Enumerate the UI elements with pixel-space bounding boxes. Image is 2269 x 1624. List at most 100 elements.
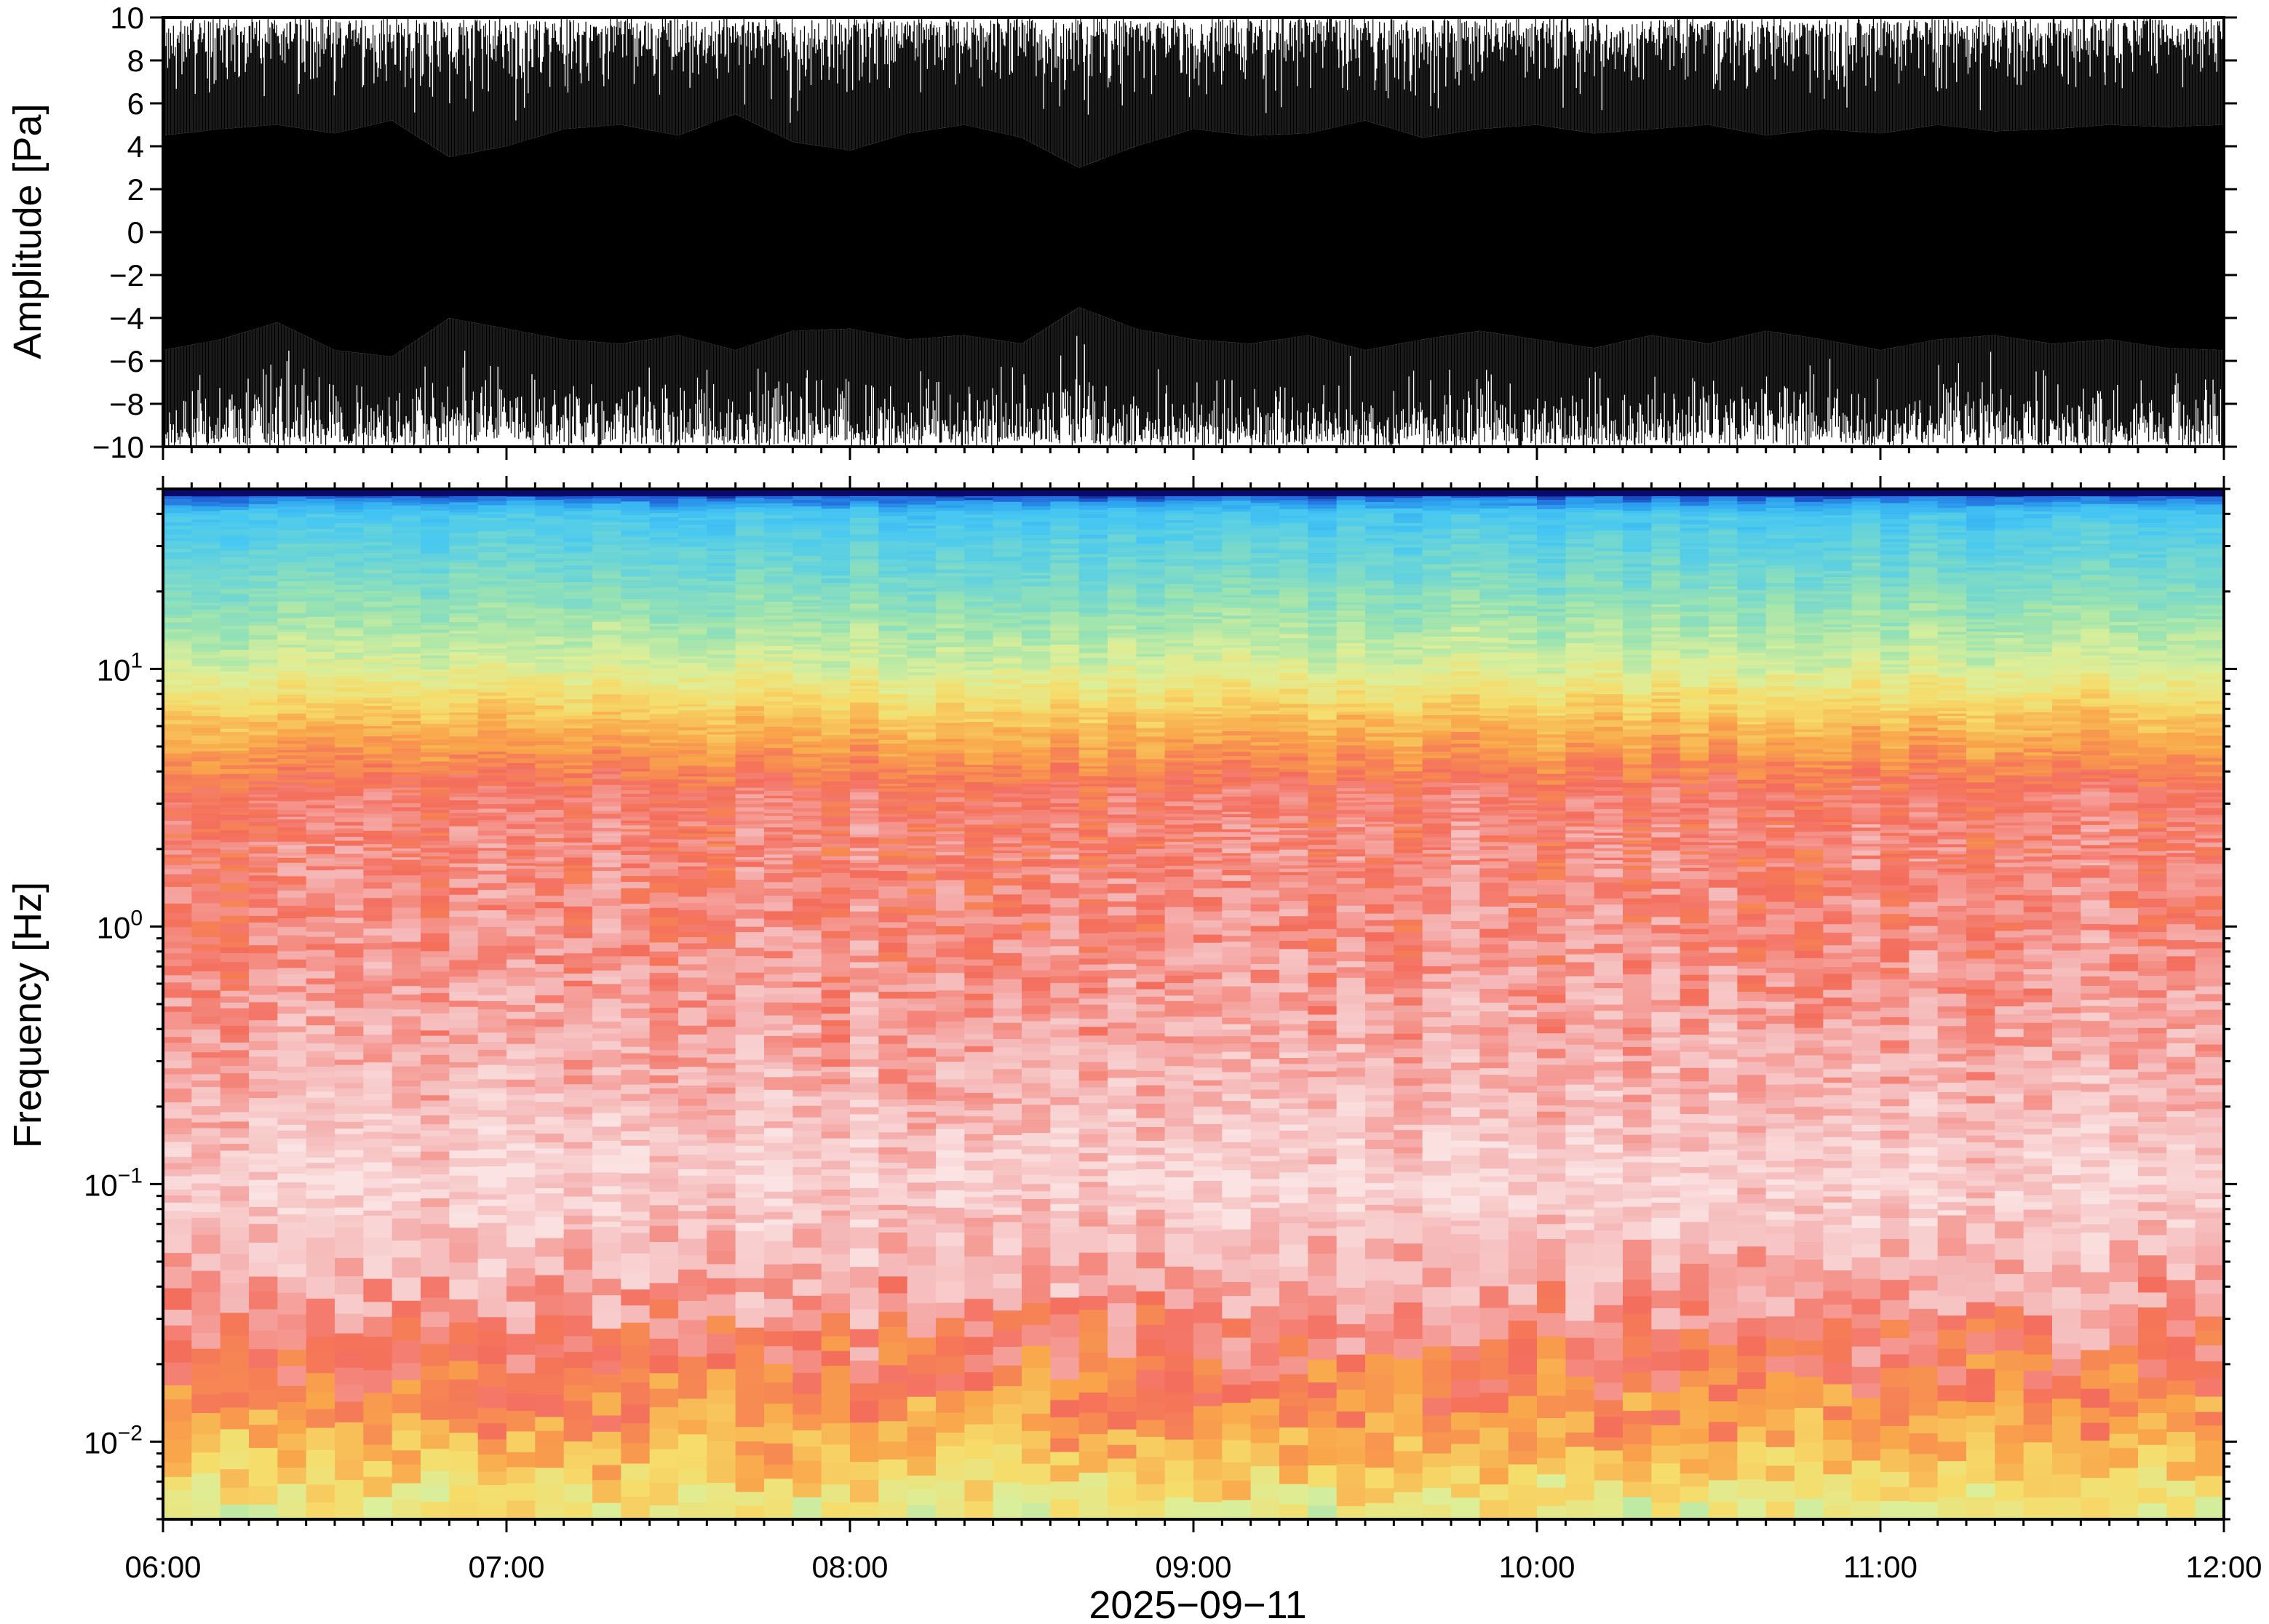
spectrogram-cell <box>392 641 421 645</box>
spectrogram-cell <box>621 566 651 570</box>
spectrogram-cell <box>535 977 565 987</box>
spectrogram-cell <box>277 1249 307 1265</box>
spectrogram-cell <box>335 816 364 822</box>
spectrogram-cell <box>506 653 536 659</box>
spectrogram-cell <box>392 789 421 793</box>
spectrogram-cell <box>764 710 793 715</box>
spectrogram-cell <box>621 846 651 851</box>
spectrogram-cell <box>964 658 994 661</box>
spectrogram-cell <box>477 1134 507 1142</box>
spectrogram-cell <box>878 499 908 503</box>
spectrogram-cell <box>735 1110 765 1120</box>
spectrogram-cell <box>477 546 507 553</box>
spectrogram-cell <box>563 1089 593 1098</box>
spectrogram-cell <box>907 1075 937 1083</box>
spectrogram-cell <box>421 561 450 567</box>
spectrogram-cell <box>821 806 851 810</box>
spectrogram-cell <box>535 666 565 672</box>
spectrogram-cell <box>936 573 965 577</box>
spectrogram-cell <box>907 690 937 696</box>
spectrogram-cell <box>449 719 479 725</box>
spectrogram-cell <box>907 572 937 577</box>
spectrogram-cell <box>306 1115 335 1121</box>
spectrogram-cell <box>421 715 450 720</box>
spectrogram-cell <box>392 748 421 752</box>
spectrogram-cell <box>792 1309 822 1332</box>
spectrogram-cell <box>764 567 793 572</box>
spectrogram-cell <box>563 1163 593 1174</box>
spectrogram-cell <box>563 656 593 661</box>
spectrogram-cell <box>392 600 421 606</box>
spectrogram-cell <box>506 533 536 537</box>
spectrogram-cell <box>535 656 565 659</box>
spectrogram-cell <box>678 942 707 950</box>
spectrogram-cell <box>277 855 307 858</box>
spectrogram-cell <box>249 1139 278 1148</box>
spectrogram-cell <box>792 924 822 931</box>
spectrogram-cell <box>878 687 908 690</box>
spectrogram-cell <box>163 770 192 775</box>
spectrogram-cell <box>535 768 565 773</box>
spectrogram-cell <box>707 837 736 841</box>
spectrogram-cell <box>649 942 679 952</box>
spectrogram-cell <box>621 741 651 744</box>
spectrogram-cell <box>821 556 851 560</box>
spectrogram-cell <box>907 594 937 597</box>
spectrogram-cell <box>535 705 565 709</box>
spectrogram-cell <box>163 792 192 795</box>
spectrogram-cell <box>735 1408 765 1428</box>
spectrogram-cell <box>878 1398 908 1422</box>
spectrogram-cell <box>621 568 651 572</box>
spectrogram-cell <box>449 812 479 816</box>
spectrogram-cell <box>220 568 250 573</box>
spectrogram-cell <box>621 533 651 537</box>
spectrogram-cell <box>477 648 507 652</box>
spectrogram-cell <box>249 787 278 791</box>
spectrogram-cell <box>392 499 421 503</box>
spectrogram-cell <box>964 794 994 799</box>
spectrogram-cell <box>392 774 421 777</box>
spectrogram-cell <box>878 1099 908 1107</box>
spectrogram-cell <box>506 1043 536 1051</box>
spectrogram-cell <box>563 1007 593 1017</box>
spectrogram-cell <box>821 1502 851 1520</box>
spectrogram-cell <box>535 748 565 755</box>
spectrogram-cell <box>163 844 192 848</box>
spectrogram-cell <box>936 1150 965 1158</box>
spectrogram-cell <box>363 788 393 792</box>
spectrogram-cell <box>421 693 450 698</box>
spectrogram-cell <box>220 829 250 834</box>
spectrogram-cell <box>449 947 479 955</box>
spectrogram-cell <box>707 1026 736 1034</box>
spectrogram-cell <box>392 509 421 514</box>
spectrogram-cell <box>392 1145 421 1152</box>
spectrogram-cell <box>363 592 393 598</box>
spectrogram-cell <box>277 592 307 597</box>
spectrogram-cell <box>707 742 736 747</box>
amplitude-tick-label: 10 <box>110 1 144 35</box>
spectrogram-cell <box>649 618 679 624</box>
spectrogram-cell <box>163 584 192 588</box>
spectrogram-cell <box>936 588 965 592</box>
spectrogram-cell <box>964 858 994 864</box>
spectrogram-cell <box>878 1189 908 1196</box>
spectrogram-cell <box>421 531 450 537</box>
spectrogram-cell <box>792 720 822 725</box>
spectrogram-cell <box>477 741 507 744</box>
spectrogram-cell <box>535 592 565 597</box>
spectrogram-cell <box>707 515 736 520</box>
spectrogram-cell <box>621 1084 651 1094</box>
spectrogram-cell <box>477 638 507 644</box>
spectrogram-cell <box>506 620 536 624</box>
spectrogram-cell <box>506 672 536 677</box>
spectrogram-cell <box>907 888 937 894</box>
spectrogram-cell <box>363 855 393 859</box>
spectrogram-cell <box>306 600 335 604</box>
spectrogram-cell <box>563 1203 593 1209</box>
spectrogram-cell <box>335 557 364 562</box>
spectrogram-cell <box>792 819 822 822</box>
spectrogram-cell <box>477 557 507 561</box>
spectrogram-cell <box>249 591 278 594</box>
spectrogram-cell <box>277 532 307 538</box>
spectrogram-cell <box>220 846 250 850</box>
